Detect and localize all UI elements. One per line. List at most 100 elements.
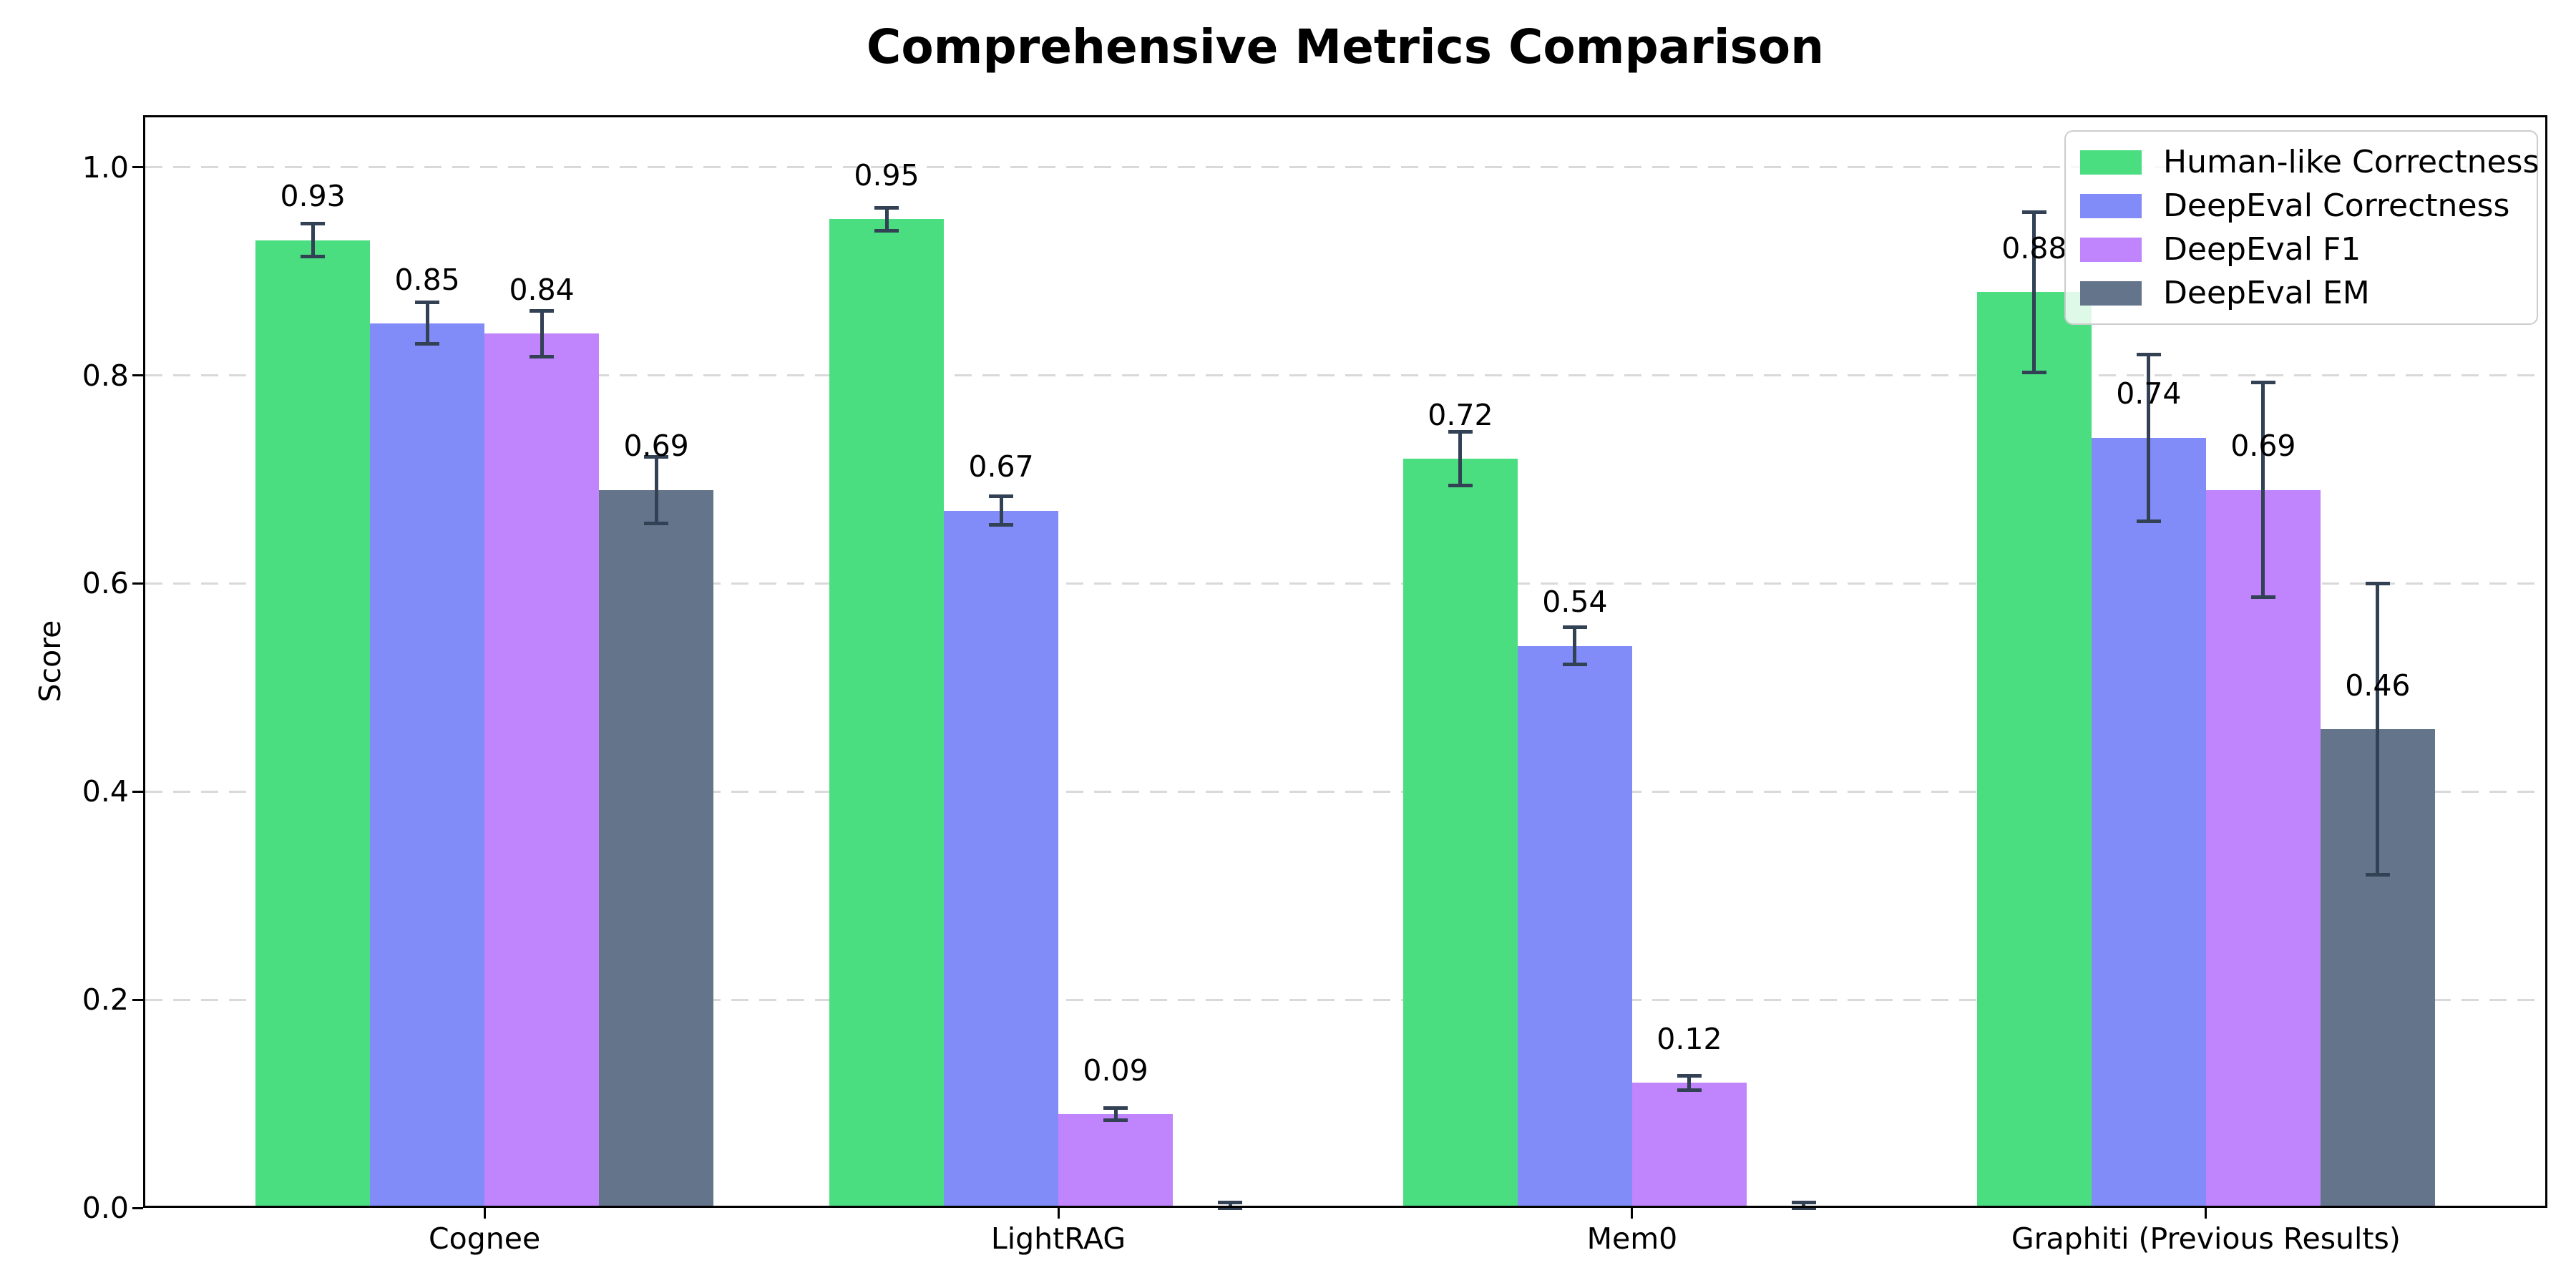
bar xyxy=(2205,489,2321,1208)
bar xyxy=(484,333,600,1208)
error-bar-line xyxy=(884,208,889,231)
legend-swatch xyxy=(2080,280,2142,306)
bar xyxy=(1517,645,1632,1208)
error-bar-top-cap xyxy=(644,454,669,459)
error-bar-line xyxy=(1458,431,1463,486)
x-tick xyxy=(2205,1208,2207,1219)
error-bar-line xyxy=(1802,1202,1806,1208)
error-bar-line xyxy=(999,496,1003,525)
y-tick-label: 0.0 xyxy=(82,1191,129,1225)
legend-swatch xyxy=(2080,237,2142,262)
y-tick xyxy=(132,998,143,1001)
error-bar-top-cap xyxy=(2136,352,2161,356)
x-tick-label: LightRAG xyxy=(990,1221,1126,1256)
bar xyxy=(944,510,1059,1208)
x-tick-label: Graphiti (Previous Results) xyxy=(2011,1221,2401,1256)
bar xyxy=(829,219,945,1208)
chart-title: Comprehensive Metrics Comparison xyxy=(866,19,1825,74)
error-bar-top-cap xyxy=(1218,1201,1243,1205)
error-bar-bottom-cap xyxy=(1448,484,1473,488)
legend-label: Human-like Correctness xyxy=(2163,143,2540,180)
error-bar-bottom-cap xyxy=(415,342,440,346)
x-tick xyxy=(1631,1208,1634,1219)
bar-value-label: 0.12 xyxy=(1657,1022,1722,1057)
bar xyxy=(2091,437,2206,1208)
error-bar-top-cap xyxy=(2365,581,2390,585)
legend-item: DeepEval F1 xyxy=(2080,228,2522,271)
y-tick-label: 0.4 xyxy=(82,774,129,809)
error-bar-top-cap xyxy=(301,221,326,225)
y-tick xyxy=(132,582,143,585)
legend-swatch xyxy=(2080,193,2142,218)
error-bar-top-cap xyxy=(1791,1201,1816,1205)
error-bar-bottom-cap xyxy=(301,255,326,259)
error-bar-bottom-cap xyxy=(1103,1118,1128,1123)
bar-value-label: 0.95 xyxy=(854,158,919,193)
bar-value-label: 0.67 xyxy=(968,449,1034,484)
error-bar-bottom-cap xyxy=(1218,1206,1243,1210)
error-bar-line xyxy=(1113,1108,1118,1121)
bar xyxy=(1402,458,1518,1208)
y-tick xyxy=(132,374,143,377)
y-tick xyxy=(132,166,143,169)
legend-item: DeepEval Correctness xyxy=(2080,184,2522,228)
y-tick-label: 0.6 xyxy=(82,566,129,601)
error-bar-bottom-cap xyxy=(530,354,555,358)
error-bar-bottom-cap xyxy=(1562,663,1587,667)
bar-value-label: 0.85 xyxy=(394,262,460,297)
error-bar-top-cap xyxy=(2021,210,2046,214)
y-tick-label: 0.2 xyxy=(82,982,129,1018)
bar-value-label: 0.88 xyxy=(2001,230,2067,265)
error-bar-bottom-cap xyxy=(644,521,669,525)
bar-value-label: 0.09 xyxy=(1083,1053,1148,1088)
bar xyxy=(370,323,485,1208)
bar xyxy=(1058,1114,1174,1208)
error-bar-bottom-cap xyxy=(989,523,1014,527)
legend-item: Human-like Correctness xyxy=(2080,140,2539,184)
legend: Human-like Correctness DeepEval Correctne… xyxy=(2064,130,2539,325)
error-bar-top-cap xyxy=(1562,625,1587,629)
legend-item: DeepEval EM xyxy=(2080,271,2522,315)
error-bar-bottom-cap xyxy=(874,228,899,233)
error-bar-bottom-cap xyxy=(1677,1088,1702,1093)
gridline xyxy=(145,166,2545,169)
error-bar-bottom-cap xyxy=(2365,873,2390,877)
bar-value-label: 0.46 xyxy=(2345,668,2411,703)
bar xyxy=(1976,292,2092,1208)
error-bar-line xyxy=(1228,1202,1232,1208)
error-bar-top-cap xyxy=(989,494,1014,498)
y-tick xyxy=(132,1206,143,1209)
error-bar-line xyxy=(425,302,429,344)
legend-swatch xyxy=(2080,150,2142,175)
error-bar-line xyxy=(1687,1075,1692,1091)
bar-value-label: 0.69 xyxy=(623,429,689,464)
y-axis-label: Score xyxy=(33,620,67,703)
x-tick xyxy=(1057,1208,1060,1219)
error-bar-line xyxy=(654,457,658,524)
error-bar-line xyxy=(540,311,544,357)
error-bar-bottom-cap xyxy=(2136,519,2161,523)
error-bar-top-cap xyxy=(415,301,440,305)
error-bar-top-cap xyxy=(2250,381,2275,385)
gridline xyxy=(145,790,2545,793)
error-bar-top-cap xyxy=(1448,429,1473,434)
error-bar-line xyxy=(2376,583,2380,875)
gridline xyxy=(145,374,2545,377)
legend-label: DeepEval F1 xyxy=(2163,230,2361,268)
bar-value-label: 0.54 xyxy=(1542,585,1608,620)
error-bar-line xyxy=(2032,212,2036,373)
error-bar-line xyxy=(1573,627,1577,665)
error-bar-bottom-cap xyxy=(2250,595,2275,599)
error-bar-top-cap xyxy=(1103,1106,1128,1110)
legend-label: DeepEval EM xyxy=(2163,274,2370,311)
error-bar-top-cap xyxy=(874,205,899,210)
error-bar-bottom-cap xyxy=(1791,1206,1816,1210)
bar-value-label: 0.69 xyxy=(2230,429,2296,464)
error-bar-line xyxy=(2261,382,2265,597)
y-tick-label: 1.0 xyxy=(82,150,129,185)
plot-area: 0.93 0.95 0.72 0.88 0.85 0.67 0.54 0.74 0.84 0.09… xyxy=(143,115,2547,1210)
y-tick-label: 0.8 xyxy=(82,358,129,393)
error-bar-line xyxy=(2147,354,2151,522)
x-tick-label: Cognee xyxy=(429,1221,541,1256)
